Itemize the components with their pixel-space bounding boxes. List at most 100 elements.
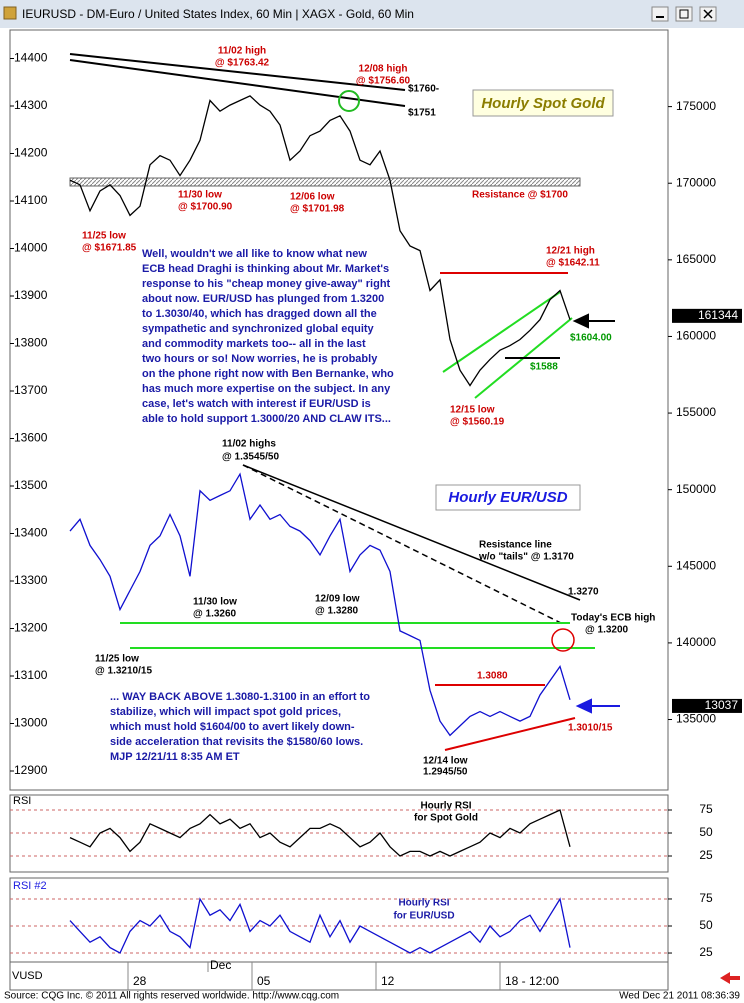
annotation: @ $1756.60	[356, 76, 411, 87]
commentary: case, let's watch with interest if EUR/U…	[142, 398, 371, 410]
y2-tick-label: 170000	[676, 175, 716, 189]
legend-label: Hourly Spot Gold	[481, 95, 605, 112]
window-buttons[interactable]	[651, 6, 717, 22]
panel-title: RSI	[13, 795, 31, 807]
y-tick-label: 13000	[14, 716, 48, 730]
y-tick-label: 14000	[14, 241, 48, 255]
legend-box	[472, 89, 614, 117]
commentary: MJP 12/21/11 8:35 AM ET	[110, 751, 240, 763]
scroll-arrow[interactable]	[720, 972, 740, 984]
y-tick-label: 13800	[14, 336, 48, 350]
y2-tick-label: 155000	[676, 405, 716, 419]
annotation: @ $1701.98	[290, 204, 345, 215]
commentary: about now. EUR/USD has plunged from 1.32…	[142, 293, 384, 305]
legend-label: Hourly EUR/USD	[448, 489, 567, 506]
footer-timestamp: Wed Dec 21 2011 08:36:39	[619, 991, 740, 1002]
annotation: 12/21 high	[546, 246, 595, 257]
rsi2-panel	[9, 877, 669, 963]
annotation: $1751	[408, 108, 436, 119]
annotation: $1588	[530, 362, 558, 373]
annotation: Hourly RSI	[420, 801, 471, 812]
y-tick-label: 25	[699, 945, 713, 959]
y2-tick-label: 175000	[676, 99, 716, 113]
annotation: 12/15 low	[450, 405, 495, 416]
app-icon	[3, 6, 17, 20]
annotation: 1.3270	[568, 587, 599, 598]
annotation: 1.2945/50	[423, 767, 468, 778]
footer-source: Source: CQG Inc. © 2011 All rights reser…	[4, 991, 339, 1002]
annotation: 12/09 low	[315, 594, 360, 605]
x-tick-label: 05	[257, 974, 271, 988]
drawing-tools	[69, 53, 620, 751]
annotation: @ $1642.11	[546, 258, 600, 269]
commentary: and commodity markets too-- all in the l…	[142, 338, 366, 350]
y-tick-label: 25	[699, 848, 713, 862]
annotation: @ $1700.90	[178, 202, 233, 213]
y2-tick-label: 145000	[676, 558, 716, 572]
y-tick-label: 14400	[14, 51, 48, 65]
y2-tick-label: 160000	[676, 329, 716, 343]
y-tick-label: 75	[699, 891, 713, 905]
y-tick-label: 12900	[14, 763, 48, 777]
y-tick-label: 13900	[14, 288, 48, 302]
y-tick-label: 13500	[14, 478, 48, 492]
annotation: Hourly RSI	[398, 898, 449, 909]
annotation: @ $1763.42	[215, 58, 270, 69]
x-tick-label: 18 - 12:00	[505, 974, 559, 988]
main-panel	[9, 29, 669, 791]
commentary: two hours or so! Now worries, he is prob…	[142, 353, 378, 365]
annotations: 11/02 high @ $1763.42 12/08 high @ $1756…	[12, 46, 655, 982]
price-line	[69, 95, 571, 387]
month-tick-label: Dec	[210, 958, 231, 972]
y-tick-label: 14100	[14, 193, 48, 207]
y-tick-label: 13300	[14, 573, 48, 587]
price-line	[69, 809, 571, 857]
commentary: Well, wouldn't we all like to know what …	[142, 248, 367, 260]
time-axis	[9, 961, 669, 991]
annotation: 11/30 low	[193, 597, 237, 608]
y-tick-label: 14200	[14, 146, 48, 160]
annotation: @ 1.3280	[315, 606, 359, 617]
x-tick-label: 28	[133, 974, 147, 988]
window-title: IEURUSD - DM-Euro / United States Index,…	[22, 7, 414, 21]
maximize-button[interactable]	[675, 6, 693, 22]
commentary: which must hold $1604/00 to avert likely…	[109, 721, 355, 733]
annotation: 11/02 high	[218, 46, 266, 57]
commentary: to 1.3030/40, which has dragged down all…	[142, 308, 377, 320]
annotation: 1.3010/15	[568, 723, 613, 734]
y-tick-label: 13400	[14, 526, 48, 540]
annotation: Today's ECB high	[571, 613, 655, 624]
annotation: 11/02 highs	[222, 439, 276, 450]
commentary: response to his "cheap money give-away" …	[142, 278, 391, 290]
rsi-panel	[9, 794, 669, 873]
y-tick-label: 75	[699, 802, 713, 816]
y-tick-label: 13100	[14, 668, 48, 682]
commentary: side acceleration that revisits the $158…	[110, 736, 363, 748]
y2-tick-label: 135000	[676, 712, 716, 726]
price-flag	[672, 698, 742, 713]
commentary: sympathetic and synchronized global equi…	[142, 323, 375, 335]
commentary: stabilize, which will impact spot gold p…	[110, 706, 341, 718]
annotation: for Spot Gold	[414, 813, 478, 824]
annotation: @ $1560.19	[450, 417, 505, 428]
annotation: @ 1.3545/50	[222, 452, 279, 463]
commentary: able to hold support 1.3000/20 AND CLAW …	[142, 413, 391, 425]
annotation: 11/30 low	[178, 190, 222, 201]
annotation: $1604.00	[570, 333, 612, 344]
annotation: Resistance @ $1700	[472, 190, 568, 201]
y-tick-label: 13700	[14, 383, 48, 397]
price-flag-label: 161344	[698, 308, 738, 322]
y2-tick-label: 165000	[676, 252, 716, 266]
y-tick-label: 13200	[14, 621, 48, 635]
minimize-button[interactable]	[651, 6, 669, 22]
annotation: 12/06 low	[290, 192, 335, 203]
x-tick-label: 12	[381, 974, 395, 988]
title-bar	[0, 0, 744, 28]
annotation: @ 1.3200	[585, 625, 629, 636]
y-tick-label: 50	[699, 825, 713, 839]
y-tick-label: 14300	[14, 98, 48, 112]
annotation: for EUR/USD	[393, 911, 454, 922]
y-tick-label: 50	[699, 918, 713, 932]
annotation: @ 1.3210/15	[95, 666, 152, 677]
